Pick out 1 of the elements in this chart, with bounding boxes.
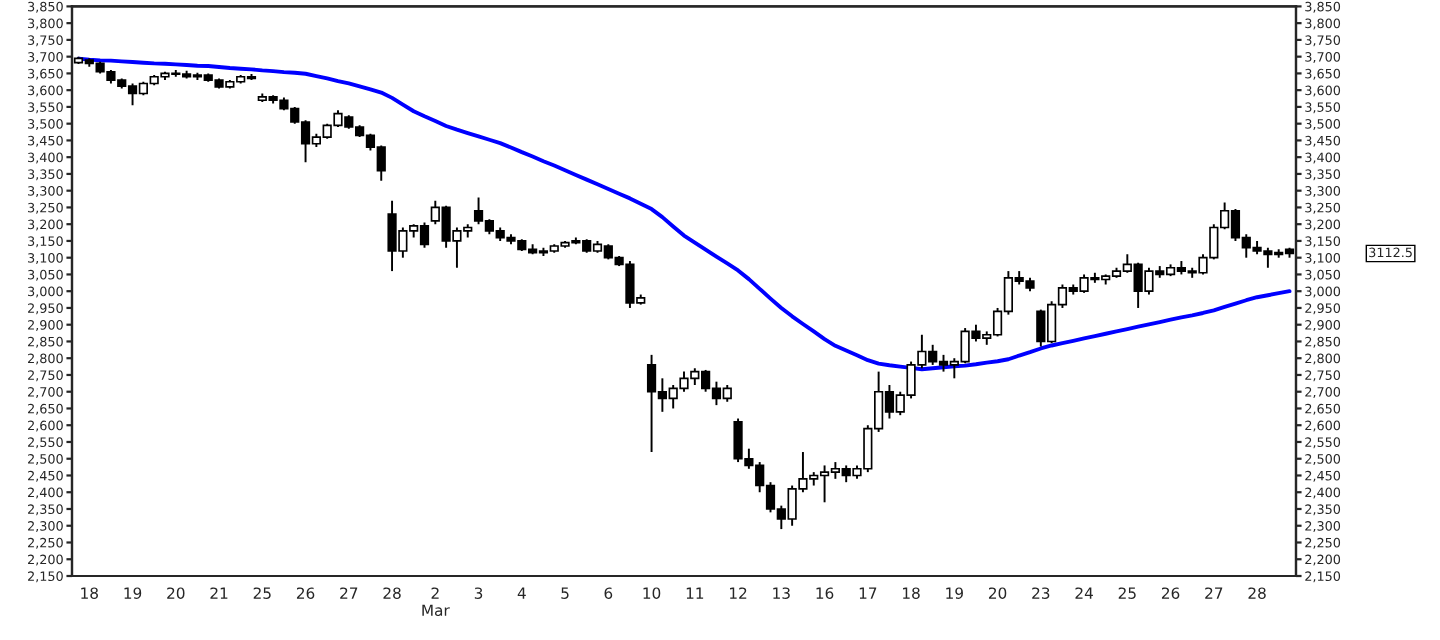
line-series bbox=[76, 56, 1292, 372]
